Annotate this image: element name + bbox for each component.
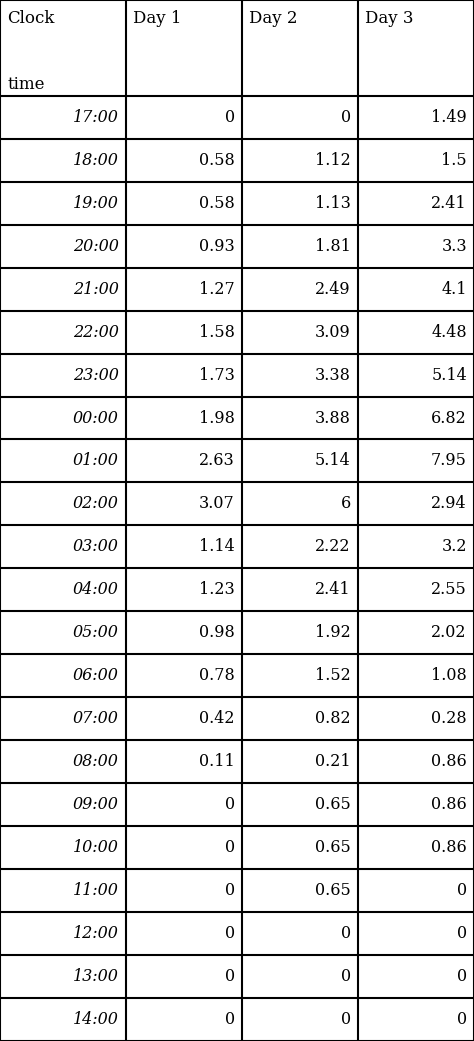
Text: 0: 0 (457, 968, 467, 985)
Text: 0: 0 (225, 839, 235, 856)
Text: 09:00: 09:00 (73, 796, 118, 813)
Text: 5.14: 5.14 (315, 453, 351, 469)
Text: 0.65: 0.65 (315, 839, 351, 856)
Text: 1.49: 1.49 (431, 108, 467, 126)
Text: 17:00: 17:00 (73, 108, 118, 126)
Text: 1.92: 1.92 (315, 625, 351, 641)
Text: 2.41: 2.41 (431, 195, 467, 211)
Text: 0.28: 0.28 (431, 710, 467, 728)
Text: 1.12: 1.12 (315, 152, 351, 169)
Text: 0.86: 0.86 (431, 754, 467, 770)
Text: 02:00: 02:00 (73, 496, 118, 512)
Text: 0.58: 0.58 (199, 152, 235, 169)
Text: 2.22: 2.22 (315, 538, 351, 556)
Text: 2.94: 2.94 (431, 496, 467, 512)
Text: 0.42: 0.42 (199, 710, 235, 728)
Text: 1.14: 1.14 (199, 538, 235, 556)
Text: 0: 0 (225, 796, 235, 813)
Text: 0.65: 0.65 (315, 882, 351, 899)
Text: 04:00: 04:00 (73, 581, 118, 599)
Text: 3.2: 3.2 (441, 538, 467, 556)
Text: 0: 0 (341, 968, 351, 985)
Text: 3.3: 3.3 (441, 237, 467, 255)
Text: 0.98: 0.98 (199, 625, 235, 641)
Text: Day 3: Day 3 (365, 10, 413, 27)
Text: 0.21: 0.21 (315, 754, 351, 770)
Text: 13:00: 13:00 (73, 968, 118, 985)
Text: 3.07: 3.07 (199, 496, 235, 512)
Text: 0.93: 0.93 (199, 237, 235, 255)
Text: 2.49: 2.49 (315, 281, 351, 298)
Text: 18:00: 18:00 (73, 152, 118, 169)
Text: Clock

time: Clock time (7, 10, 55, 93)
Text: 1.27: 1.27 (199, 281, 235, 298)
Text: 2.63: 2.63 (199, 453, 235, 469)
Text: 6.82: 6.82 (431, 409, 467, 427)
Text: 0.82: 0.82 (315, 710, 351, 728)
Text: 0.86: 0.86 (431, 839, 467, 856)
Text: 1.58: 1.58 (199, 324, 235, 340)
Text: 01:00: 01:00 (73, 453, 118, 469)
Text: 0: 0 (225, 925, 235, 942)
Text: 6: 6 (340, 496, 351, 512)
Text: 0.78: 0.78 (199, 667, 235, 684)
Text: 21:00: 21:00 (73, 281, 118, 298)
Text: 06:00: 06:00 (73, 667, 118, 684)
Text: 0: 0 (341, 925, 351, 942)
Text: 2.55: 2.55 (431, 581, 467, 599)
Text: 1.98: 1.98 (199, 409, 235, 427)
Text: 07:00: 07:00 (73, 710, 118, 728)
Text: 4.1: 4.1 (441, 281, 467, 298)
Text: 1.73: 1.73 (199, 366, 235, 383)
Text: Day 1: Day 1 (133, 10, 181, 27)
Text: 0.86: 0.86 (431, 796, 467, 813)
Text: 11:00: 11:00 (73, 882, 118, 899)
Text: 0: 0 (225, 882, 235, 899)
Text: 20:00: 20:00 (73, 237, 118, 255)
Text: 1.23: 1.23 (199, 581, 235, 599)
Text: 1.5: 1.5 (441, 152, 467, 169)
Text: 2.41: 2.41 (315, 581, 351, 599)
Text: 00:00: 00:00 (73, 409, 118, 427)
Text: 2.02: 2.02 (431, 625, 467, 641)
Text: 08:00: 08:00 (73, 754, 118, 770)
Text: 3.88: 3.88 (315, 409, 351, 427)
Text: 22:00: 22:00 (73, 324, 118, 340)
Text: 03:00: 03:00 (73, 538, 118, 556)
Text: 0.58: 0.58 (199, 195, 235, 211)
Text: 1.08: 1.08 (431, 667, 467, 684)
Text: 4.48: 4.48 (431, 324, 467, 340)
Text: 10:00: 10:00 (73, 839, 118, 856)
Text: 0: 0 (341, 108, 351, 126)
Text: 12:00: 12:00 (73, 925, 118, 942)
Text: 23:00: 23:00 (73, 366, 118, 383)
Text: 0: 0 (457, 925, 467, 942)
Text: 0: 0 (457, 1011, 467, 1029)
Text: 0: 0 (225, 108, 235, 126)
Text: 0: 0 (225, 1011, 235, 1029)
Text: 0: 0 (341, 1011, 351, 1029)
Text: 05:00: 05:00 (73, 625, 118, 641)
Text: Day 2: Day 2 (249, 10, 297, 27)
Text: 0: 0 (457, 882, 467, 899)
Text: 19:00: 19:00 (73, 195, 118, 211)
Text: 1.52: 1.52 (315, 667, 351, 684)
Text: 14:00: 14:00 (73, 1011, 118, 1029)
Text: 1.13: 1.13 (315, 195, 351, 211)
Text: 7.95: 7.95 (431, 453, 467, 469)
Text: 3.09: 3.09 (315, 324, 351, 340)
Text: 1.81: 1.81 (315, 237, 351, 255)
Text: 3.38: 3.38 (315, 366, 351, 383)
Text: 5.14: 5.14 (431, 366, 467, 383)
Text: 0: 0 (225, 968, 235, 985)
Text: 0.11: 0.11 (199, 754, 235, 770)
Text: 0.65: 0.65 (315, 796, 351, 813)
